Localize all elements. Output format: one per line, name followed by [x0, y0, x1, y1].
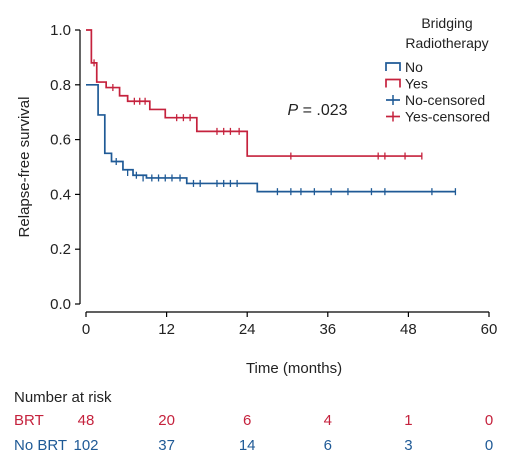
risk-value-yes: 1 — [404, 412, 412, 429]
risk-row-label-no: No BRT — [14, 437, 67, 454]
survival-curve-yes — [86, 29, 422, 157]
risk-row-label-yes: BRT — [14, 412, 44, 429]
legend-swatch-no — [385, 62, 401, 71]
risk-value-no: 3 — [404, 437, 412, 454]
survival-curves — [86, 29, 457, 196]
y-axis-label: Relapse-free survival — [16, 97, 33, 238]
x-tick-label: 48 — [400, 321, 417, 338]
legend-swatch-yes — [385, 78, 401, 88]
risk-value-no: 37 — [158, 437, 175, 454]
p-value-annotation: P = .023 — [288, 102, 348, 119]
y-tick-label: 0.4 — [50, 186, 71, 203]
y-tick-label: 1.0 — [50, 22, 71, 39]
y-axis-label-group: Relapse-free survival — [16, 97, 33, 238]
p-value-text: = .023 — [298, 102, 347, 119]
y-tick-label: 0.0 — [50, 296, 71, 313]
x-tick-label: 60 — [481, 321, 498, 338]
number-at-risk-table: Number at risk BRT 48 20 6 4 1 0 No BRT 102 37 14 6… — [14, 389, 493, 454]
risk-value-yes: 4 — [324, 412, 332, 429]
x-tick-label: 12 — [158, 321, 175, 338]
risk-table-title: Number at risk — [14, 389, 112, 406]
y-tick-label: 0.2 — [50, 241, 71, 258]
axes: 0.0 0.2 0.4 0.6 0.8 1.0 0 12 24 36 48 60 — [50, 22, 497, 338]
risk-value-yes: 0 — [485, 412, 493, 429]
legend: Bridging Radiotherapy NoYesNo-censoredYe… — [385, 15, 490, 125]
x-tick-label: 24 — [239, 321, 256, 338]
x-tick-label: 36 — [319, 321, 336, 338]
legend-title-line-1: Bridging — [421, 15, 472, 31]
legend-label: No — [405, 59, 423, 75]
legend-label: Yes-censored — [405, 109, 490, 125]
risk-value-yes: 48 — [78, 412, 95, 429]
risk-value-no: 102 — [73, 437, 98, 454]
x-tick-label: 0 — [82, 321, 90, 338]
y-tick-label: 0.6 — [50, 132, 71, 149]
risk-value-yes: 6 — [243, 412, 251, 429]
x-axis-label: Time (months) — [246, 360, 342, 377]
risk-value-no: 0 — [485, 437, 493, 454]
legend-title-line-2: Radiotherapy — [405, 35, 488, 51]
risk-value-no: 14 — [239, 437, 256, 454]
risk-value-no: 6 — [324, 437, 332, 454]
risk-value-yes: 20 — [158, 412, 175, 429]
y-tick-label: 0.8 — [50, 77, 71, 94]
p-value-symbol: P — [288, 102, 299, 119]
legend-label: Yes — [405, 76, 428, 92]
legend-label: No-censored — [405, 92, 485, 108]
